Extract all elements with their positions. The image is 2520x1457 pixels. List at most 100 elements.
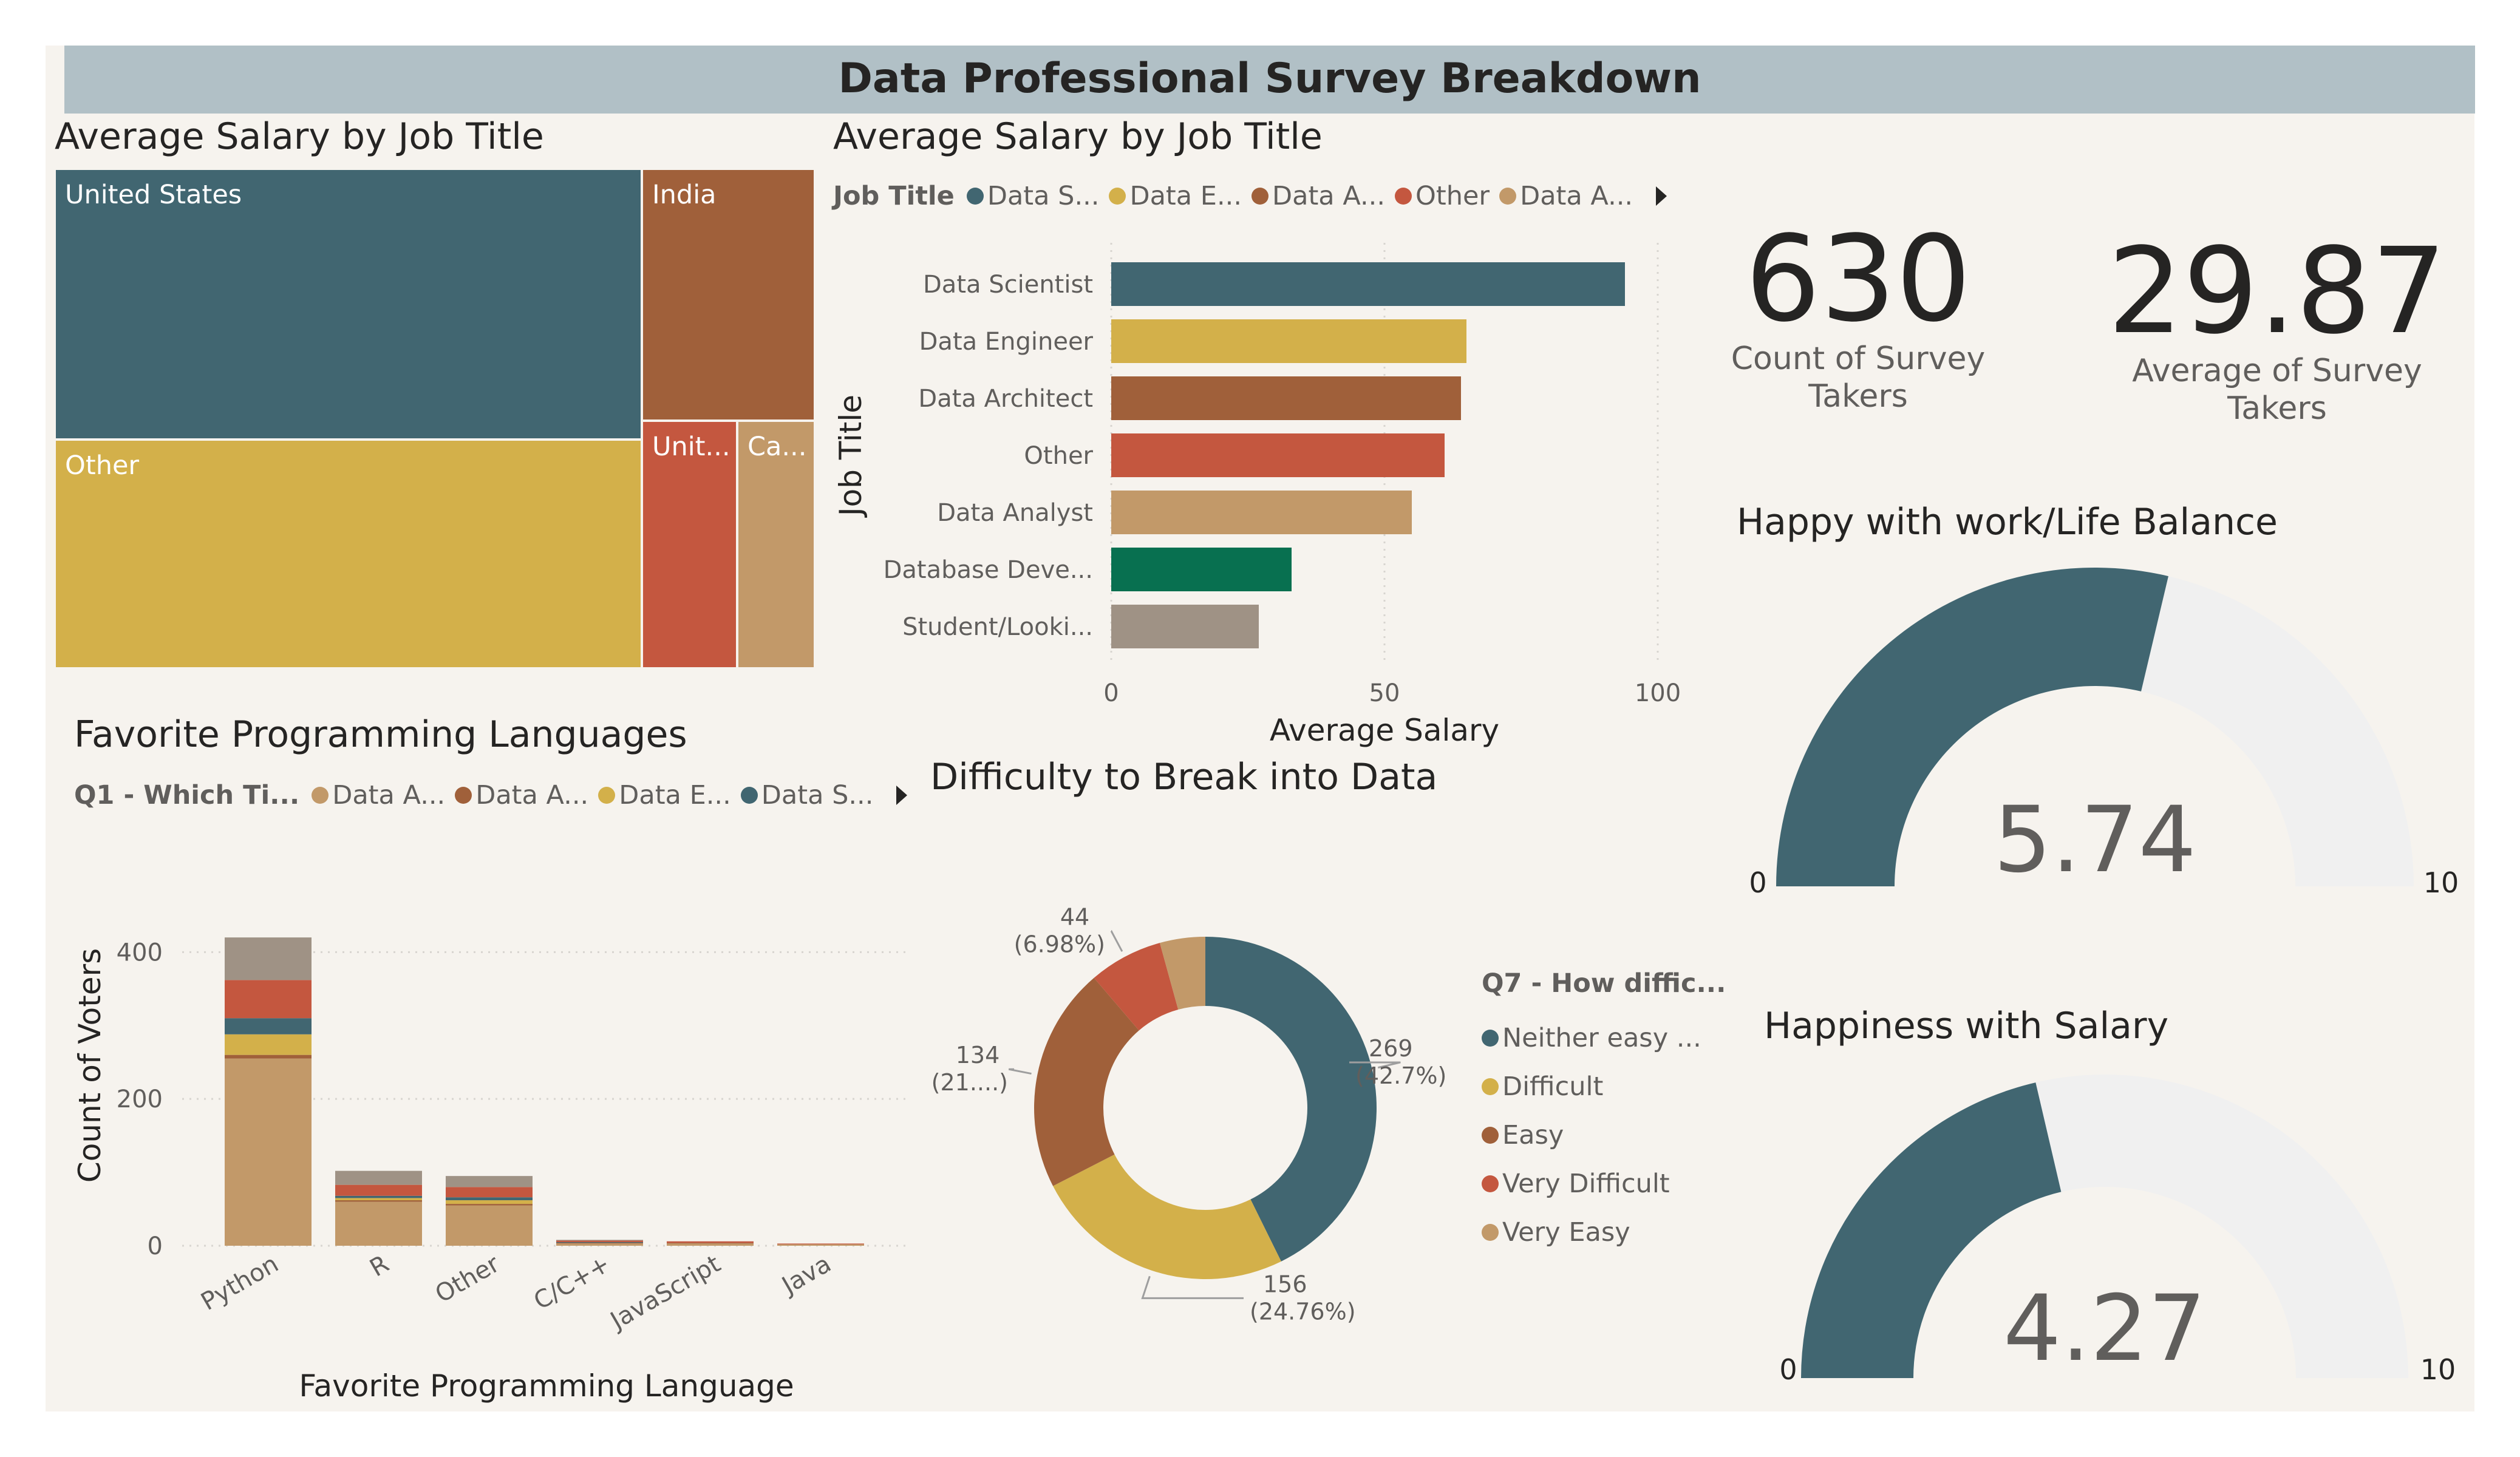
stacked-y-tick-label: 400 xyxy=(117,939,163,966)
stacked-segment xyxy=(446,1176,533,1187)
treemap-tile xyxy=(738,422,814,667)
donut-data-label-count: 156 xyxy=(1263,1271,1307,1297)
stacked-segment xyxy=(335,1195,422,1198)
stacked-segment xyxy=(446,1204,533,1206)
bar-legend-label: Data E... xyxy=(1129,181,1242,211)
bar-chart-legend: Job Title Data S... Data E... Data A... … xyxy=(833,181,1667,211)
bar-chart-title: Average Salary by Job Title xyxy=(833,115,1323,158)
legend-dot-icon xyxy=(455,787,472,804)
stacked-legend-item[interactable]: Data E... xyxy=(598,780,731,810)
stacked-segment xyxy=(556,1243,643,1246)
stacked-segment xyxy=(446,1197,533,1201)
bar-legend-item[interactable]: Data A... xyxy=(1499,181,1633,211)
treemap-tile xyxy=(643,422,736,667)
gauge-min-label: 0 xyxy=(1779,1353,1797,1386)
donut-legend-item[interactable]: Easy xyxy=(1482,1111,1726,1160)
donut-legend-item[interactable]: Difficult xyxy=(1482,1062,1726,1111)
stacked-chart-title: Favorite Programming Languages xyxy=(74,713,687,756)
stacked-segment xyxy=(225,1034,312,1055)
treemap-tile-label: Other xyxy=(65,450,139,481)
legend-dot-icon xyxy=(1109,188,1126,205)
stacked-segment xyxy=(335,1184,422,1196)
header-bar xyxy=(64,46,2475,114)
stacked-segment xyxy=(225,980,312,1019)
bar xyxy=(1111,491,1412,534)
stacked-segment xyxy=(446,1205,533,1246)
donut-legend-item[interactable]: Neither easy ... xyxy=(1482,1014,1726,1062)
stacked-legend-item[interactable]: Data A... xyxy=(312,780,445,810)
donut-leader-line xyxy=(1141,1275,1244,1299)
stacked-y-tick-label: 200 xyxy=(117,1085,163,1113)
stacked-segment xyxy=(225,1018,312,1034)
bar-category-label: Other xyxy=(1024,442,1093,470)
donut-legend-item[interactable]: Very Difficult xyxy=(1482,1160,1726,1208)
donut-leader-line xyxy=(1349,1061,1401,1069)
stacked-segment xyxy=(556,1241,643,1243)
bar xyxy=(1111,262,1625,306)
donut-legend-label: Difficult xyxy=(1502,1072,1604,1102)
donut-slice xyxy=(1034,977,1139,1186)
kpi-card-count: 630 Count of Survey Takers xyxy=(1688,219,2028,437)
donut-data-label-pct: (42.7%) xyxy=(1355,1062,1446,1089)
donut-legend-label: Easy xyxy=(1502,1120,1564,1150)
legend-dot-icon xyxy=(598,787,616,804)
bar-x-tick-label: 0 xyxy=(1103,679,1119,707)
stacked-legend-item[interactable]: Data S... xyxy=(740,780,874,810)
bar-category-label: Data Architect xyxy=(918,385,1093,413)
donut-data-label-count: 44 xyxy=(1060,904,1089,931)
treemap-tile xyxy=(643,170,814,419)
donut-legend-label: Neither easy ... xyxy=(1502,1023,1701,1053)
bar-legend-item[interactable]: Other xyxy=(1395,181,1490,211)
bar xyxy=(1111,548,1292,591)
treemap-tile-label: United States xyxy=(65,180,242,210)
gauge-value: 5.74 xyxy=(1994,787,2196,893)
legend-dot-icon xyxy=(312,787,329,804)
stacked-segment xyxy=(446,1187,533,1198)
bar-y-axis-title: Job Title xyxy=(833,395,868,518)
stacked-segment xyxy=(335,1200,422,1202)
treemap-tile-label: India xyxy=(652,180,717,210)
kpi-label: Average of Survey xyxy=(2132,353,2422,389)
stacked-legend-label: Data A... xyxy=(475,780,589,810)
stacked-segment xyxy=(556,1240,643,1242)
treemap-tile-label: Ca... xyxy=(747,432,806,462)
legend-next-arrow-icon[interactable] xyxy=(896,786,908,805)
stacked-segment xyxy=(777,1244,864,1246)
kpi-label: Takers xyxy=(2227,390,2327,427)
donut-data-label-pct: (24.76%) xyxy=(1250,1298,1356,1325)
kpi-card-average: 29.87 Average of Survey Takers xyxy=(2089,231,2465,449)
stacked-legend-item[interactable]: Data A... xyxy=(455,780,588,810)
stacked-segment xyxy=(667,1241,754,1243)
kpi-value: 630 xyxy=(1745,210,1972,348)
gauge-min-label: 0 xyxy=(1749,866,1766,899)
bar-legend-item[interactable]: Data A... xyxy=(1251,181,1385,211)
legend-dot-icon xyxy=(1482,1030,1499,1047)
stacked-segment xyxy=(225,937,312,980)
legend-next-arrow-icon[interactable] xyxy=(1656,186,1667,206)
stacked-legend-label: Data S... xyxy=(761,780,874,810)
donut-legend-item[interactable]: Very Easy xyxy=(1482,1208,1726,1257)
legend-dot-icon xyxy=(1499,188,1517,205)
donut-slice xyxy=(1205,937,1377,1262)
stacked-chart-legend: Q1 - Which Ti... Data A... Data A... Dat… xyxy=(74,780,908,810)
bar xyxy=(1111,376,1461,420)
stacked-x-axis-title: Favorite Programming Language xyxy=(299,1368,794,1404)
stacked-segment xyxy=(335,1198,422,1201)
bar-legend-label: Data S... xyxy=(987,181,1100,211)
stacked-segment xyxy=(225,1058,312,1246)
bar-legend-item[interactable]: Data S... xyxy=(966,181,1100,211)
page-title: Data Professional Survey Breakdown xyxy=(838,55,1701,103)
bar xyxy=(1111,605,1259,648)
stacked-segment xyxy=(667,1243,754,1246)
legend-dot-icon xyxy=(1482,1175,1499,1192)
bar-legend-item[interactable]: Data E... xyxy=(1109,181,1242,211)
bar-category-label: Data Engineer xyxy=(919,328,1094,356)
stacked-legend-title: Q1 - Which Ti... xyxy=(74,780,300,810)
bar-legend-label: Other xyxy=(1415,181,1490,211)
kpi-label: Count of Survey xyxy=(1731,341,1986,377)
gauge-fill xyxy=(1776,567,2168,886)
